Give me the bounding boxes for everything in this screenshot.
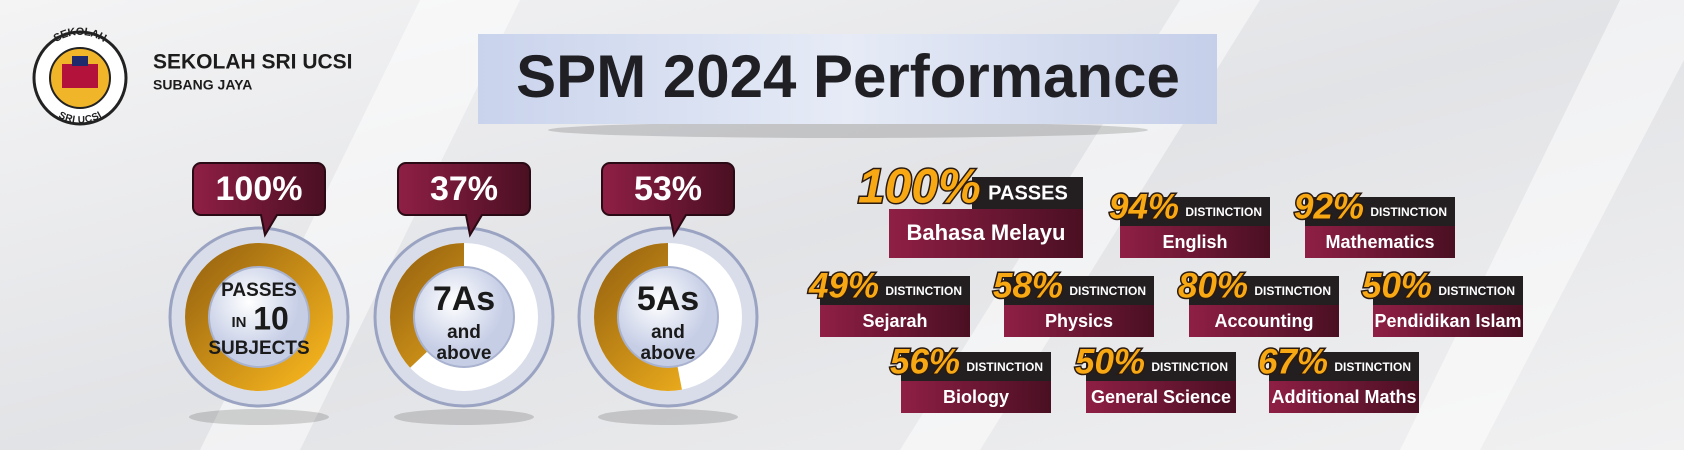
percent: 58% (993, 266, 1063, 305)
percent: 92% (1294, 187, 1364, 226)
kind-box (1086, 352, 1236, 381)
kind: DISTINCTION (966, 360, 1043, 374)
gauge-label: 53% (634, 170, 702, 208)
gauge-inner (413, 266, 515, 368)
gauge-caption: IN (232, 314, 247, 331)
percent: 56% (890, 342, 960, 381)
kind-box (1305, 197, 1455, 226)
name: English (1162, 232, 1227, 252)
bubble (397, 162, 531, 238)
logo: SEKOLAH SRI UCSI (32, 26, 128, 126)
percent: 80% (1178, 266, 1248, 305)
name: Bahasa Melayu (907, 220, 1066, 245)
gauge-arc (390, 243, 538, 391)
gauge-arc (185, 243, 333, 391)
name: Biology (943, 387, 1009, 407)
gauge-arc (594, 243, 742, 391)
kind-box (1269, 352, 1419, 381)
kind-box (1120, 197, 1270, 226)
kind: DISTINCTION (1151, 360, 1228, 374)
name-box (1086, 381, 1236, 413)
gauge-caption: 7As (433, 280, 495, 318)
title: SPM 2024 Performance (516, 43, 1180, 110)
kind: DISTINCTION (1254, 284, 1331, 298)
name: General Science (1091, 387, 1231, 407)
kind-box (820, 276, 970, 305)
name-box (1189, 305, 1339, 337)
name: Mathematics (1325, 232, 1434, 252)
gauge-caption: 5As (637, 280, 699, 318)
gauge-shadow (598, 409, 738, 425)
percent: 100% (858, 161, 981, 214)
name-box (1004, 305, 1154, 337)
percent: 94% (1109, 187, 1179, 226)
name-box (901, 381, 1051, 413)
kind-box (1373, 276, 1523, 305)
gauge-label: 100% (216, 170, 303, 208)
kind-box (1189, 276, 1339, 305)
gauge-caption: above (437, 343, 492, 364)
gauge-caption: SUBJECTS (208, 338, 309, 359)
bubble (601, 162, 735, 238)
gauge-caption: and (447, 322, 481, 343)
gauge-inner (208, 266, 310, 368)
logo-top: SEKOLAH (52, 26, 109, 45)
kind: PASSES (988, 182, 1068, 204)
gauge-shadow (394, 409, 534, 425)
name-box (1269, 381, 1419, 413)
kind: DISTINCTION (885, 284, 962, 298)
name-box (820, 305, 970, 337)
name-box (1120, 226, 1270, 258)
percent: 49% (808, 266, 879, 305)
name: Pendidikan Islam (1374, 311, 1521, 331)
gauge-caption: PASSES (221, 280, 297, 301)
percent: 50% (1075, 342, 1145, 381)
kind-box (901, 352, 1051, 381)
percent: 67% (1258, 342, 1328, 381)
kind: DISTINCTION (1185, 205, 1262, 219)
school-name: SEKOLAH SRI UCSI (153, 51, 353, 74)
name: Accounting (1215, 311, 1314, 331)
gauge-caption: above (641, 343, 696, 364)
kind-box (1004, 276, 1154, 305)
gauge-caption: and (651, 322, 685, 343)
kind: DISTINCTION (1334, 360, 1411, 374)
kind: DISTINCTION (1370, 205, 1447, 219)
gauge-caption: 10 (253, 300, 289, 336)
title-shadow (548, 122, 1148, 138)
logo-bottom: SRI UCSI (57, 109, 104, 125)
kind-box (972, 177, 1083, 209)
name-box (889, 209, 1083, 258)
title-box (478, 34, 1217, 124)
gauge-shadow (189, 409, 329, 425)
school-location: SUBANG JAYA (153, 77, 252, 93)
kind: DISTINCTION (1069, 284, 1146, 298)
name-box (1373, 305, 1523, 337)
kind: DISTINCTION (1438, 284, 1515, 298)
percent: 50% (1362, 266, 1432, 305)
name-box (1305, 226, 1455, 258)
gauge-label: 37% (430, 170, 498, 208)
name: Additional Maths (1272, 387, 1417, 407)
name: Physics (1045, 311, 1113, 331)
name: Sejarah (862, 311, 927, 331)
gauge-inner (617, 266, 719, 368)
bubble (192, 162, 326, 238)
